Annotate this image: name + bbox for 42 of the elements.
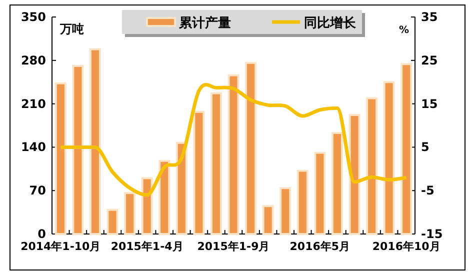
x-tick-label: 2016年5月 <box>290 240 350 253</box>
y2-tick-label: 25 <box>421 53 438 68</box>
bar <box>296 170 308 235</box>
bar <box>245 62 257 235</box>
y2-axis-title: % <box>398 25 409 36</box>
bar <box>262 205 274 235</box>
x-tick-label: 2014年1-10月 <box>20 240 101 253</box>
y-tick-label: 70 <box>29 184 46 198</box>
bar <box>228 74 240 235</box>
bar <box>314 152 326 235</box>
y2-tick-label: -15 <box>421 227 443 241</box>
bar <box>280 187 292 235</box>
bar <box>210 92 222 235</box>
bar <box>193 110 205 235</box>
legend-label: 累计产量 <box>178 15 231 31</box>
bar <box>400 63 412 235</box>
bar <box>89 48 101 235</box>
y-axis-title: 万吨 <box>59 22 84 36</box>
bar <box>383 81 395 235</box>
y-tick-label: 210 <box>20 96 46 111</box>
x-tick-label: 2016年10月 <box>372 240 440 253</box>
bar <box>158 160 170 235</box>
bar <box>176 142 188 235</box>
y-tick-label: 140 <box>20 140 46 154</box>
bar <box>72 64 84 235</box>
y2-tick-label: 35 <box>421 10 438 24</box>
y2-tick-label: 15 <box>421 96 438 111</box>
bar <box>348 114 360 235</box>
bar <box>124 192 136 235</box>
bar <box>331 132 343 235</box>
bar <box>106 208 118 235</box>
bar <box>366 97 378 235</box>
x-tick-label: 2015年1-9月 <box>197 240 270 253</box>
legend-label: 同比增长 <box>304 16 357 31</box>
y-tick-label: 280 <box>20 53 46 68</box>
y2-tick-label: -5 <box>421 184 434 198</box>
y-tick-label: 0 <box>38 227 46 241</box>
bar <box>54 82 66 235</box>
x-tick-label: 2015年1-4月 <box>110 240 184 253</box>
y-tick-label: 350 <box>20 10 46 24</box>
bar <box>141 177 153 235</box>
y2-tick-label: 5 <box>421 140 430 154</box>
